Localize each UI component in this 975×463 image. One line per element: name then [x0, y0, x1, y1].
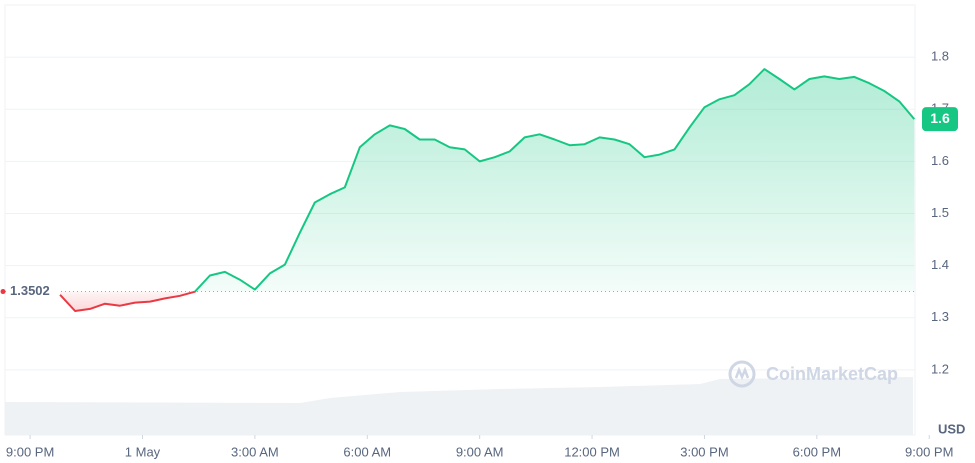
watermark-logo — [728, 360, 756, 388]
y-tick-label: 1.4 — [931, 257, 949, 272]
x-tick-label: 9:00 PM — [6, 444, 54, 459]
x-tick-label: 3:00 PM — [680, 444, 728, 459]
watermark: CoinMarketCap — [766, 364, 898, 384]
y-tick-label: 1.8 — [931, 49, 949, 64]
x-tick-label: 3:00 AM — [231, 444, 279, 459]
x-tick-label: 1 May — [125, 444, 161, 459]
price-line — [59, 68, 916, 312]
y-tick-label: 1.5 — [931, 205, 949, 220]
x-tick-label: 6:00 AM — [343, 444, 391, 459]
baseline-label-bg — [7, 281, 59, 302]
baseline-dot — [0, 289, 6, 295]
y-tick-label: 1.6 — [931, 153, 949, 168]
x-tick-label: 12:00 PM — [564, 444, 620, 459]
y-tick-label: 1.2 — [931, 361, 949, 376]
price-area — [60, 69, 915, 311]
x-tick-label: 6:00 PM — [793, 444, 841, 459]
volume-area — [5, 377, 913, 435]
price-tag: 1.6 — [930, 110, 950, 126]
x-tick-label: 9:00 AM — [456, 444, 504, 459]
x-tick-label: 9:00 PM — [905, 444, 953, 459]
plot — [5, 68, 916, 312]
currency-label: USD — [938, 421, 965, 436]
baseline-label: 1.3502 — [10, 283, 50, 298]
y-tick-label: 1.3 — [931, 309, 949, 324]
price-tag-bg — [922, 107, 958, 132]
